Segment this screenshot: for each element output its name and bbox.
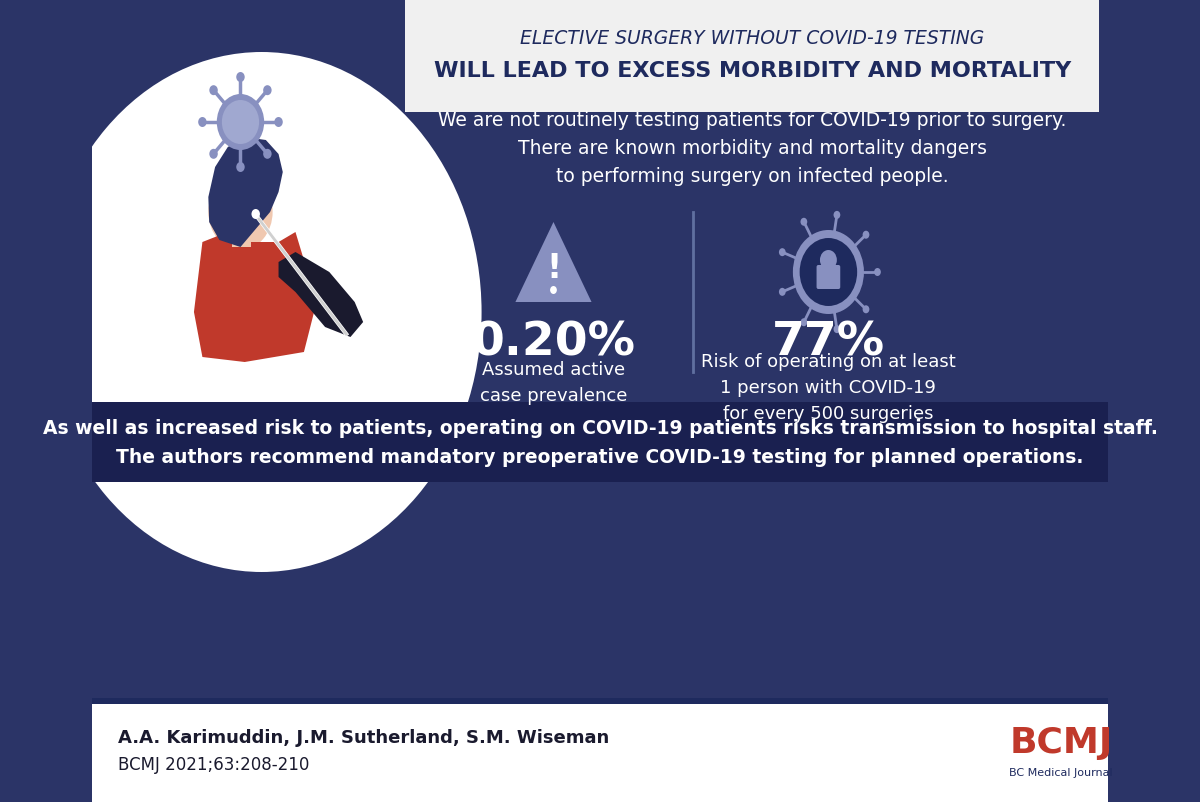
FancyBboxPatch shape xyxy=(816,265,840,290)
Polygon shape xyxy=(516,223,592,302)
Circle shape xyxy=(800,218,808,226)
Circle shape xyxy=(863,306,869,314)
Circle shape xyxy=(275,118,283,128)
Text: BCMJ: BCMJ xyxy=(1009,725,1112,759)
Text: BC Medical Journal: BC Medical Journal xyxy=(1009,767,1112,777)
Circle shape xyxy=(263,150,271,160)
Circle shape xyxy=(263,86,271,96)
Circle shape xyxy=(874,269,881,277)
FancyBboxPatch shape xyxy=(92,403,1108,482)
Text: WILL LEAD TO EXCESS MORBIDITY AND MORTALITY: WILL LEAD TO EXCESS MORBIDITY AND MORTAL… xyxy=(433,61,1070,81)
Circle shape xyxy=(198,118,206,128)
Text: 0.20%: 0.20% xyxy=(472,320,636,365)
Circle shape xyxy=(42,53,481,573)
Text: We are not routinely testing patients for COVID-19 prior to surgery.
There are k: We are not routinely testing patients fo… xyxy=(438,111,1067,185)
Circle shape xyxy=(834,212,840,220)
Circle shape xyxy=(793,231,864,314)
Text: 77%: 77% xyxy=(772,320,884,365)
Circle shape xyxy=(236,73,245,83)
Text: ELECTIVE SURGERY WITHOUT COVID-19 TESTING: ELECTIVE SURGERY WITHOUT COVID-19 TESTIN… xyxy=(520,28,984,47)
Polygon shape xyxy=(278,253,364,338)
Circle shape xyxy=(550,286,557,294)
Circle shape xyxy=(799,239,857,306)
Text: Assumed active
case prevalence: Assumed active case prevalence xyxy=(480,360,628,405)
FancyBboxPatch shape xyxy=(406,0,1099,113)
Text: BCMJ 2021;63:208-210: BCMJ 2021;63:208-210 xyxy=(118,755,310,773)
FancyBboxPatch shape xyxy=(92,698,1108,704)
Circle shape xyxy=(834,326,840,334)
FancyBboxPatch shape xyxy=(232,223,251,248)
Circle shape xyxy=(800,319,808,327)
FancyBboxPatch shape xyxy=(92,702,1108,802)
Circle shape xyxy=(820,251,836,270)
Text: !: ! xyxy=(546,251,562,284)
Text: A.A. Karimuddin, J.M. Sutherland, S.M. Wiseman: A.A. Karimuddin, J.M. Sutherland, S.M. W… xyxy=(118,728,610,746)
Circle shape xyxy=(217,95,264,151)
Circle shape xyxy=(236,163,245,172)
Circle shape xyxy=(252,210,260,220)
Circle shape xyxy=(779,249,786,257)
Circle shape xyxy=(863,232,869,240)
Polygon shape xyxy=(209,138,283,248)
Circle shape xyxy=(209,150,217,160)
FancyBboxPatch shape xyxy=(92,0,1108,802)
Circle shape xyxy=(222,101,259,145)
Text: Risk of operating on at least
1 person with COVID-19
for every 500 surgeries: Risk of operating on at least 1 person w… xyxy=(701,352,955,423)
Circle shape xyxy=(209,175,272,251)
Text: As well as increased risk to patients, operating on COVID-19 patients risks tran: As well as increased risk to patients, o… xyxy=(42,418,1158,467)
Polygon shape xyxy=(194,233,317,363)
Circle shape xyxy=(209,86,217,96)
Circle shape xyxy=(779,289,786,297)
